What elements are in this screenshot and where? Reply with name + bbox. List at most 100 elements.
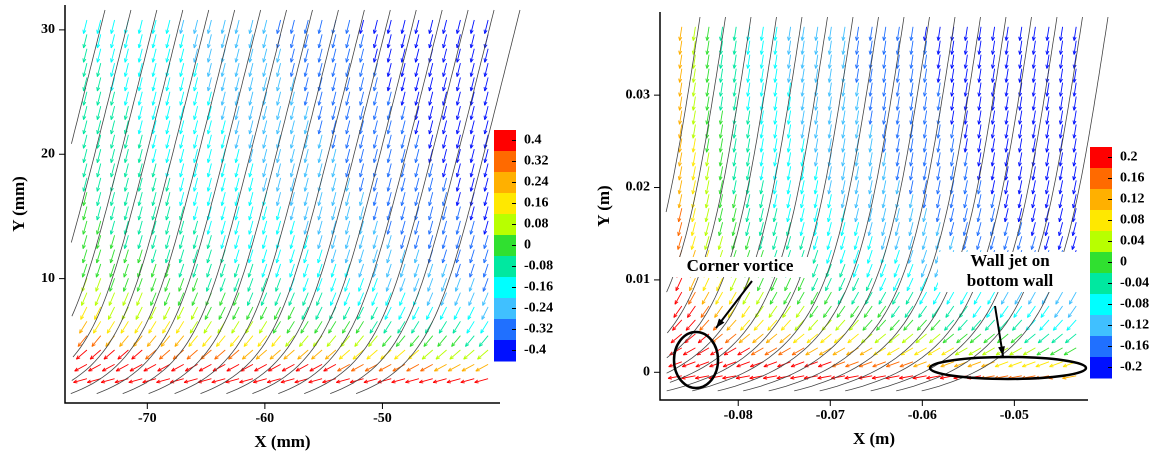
vector-arrow [1072,180,1077,195]
arrow-head [148,329,153,334]
vector-arrow [944,319,955,331]
arrow-head [746,64,751,69]
arrow-head [358,258,363,264]
arrow-head [326,342,331,347]
vector-arrow [896,110,900,125]
arrow-head [260,301,265,306]
arrow-head [220,216,225,221]
arrow-head [464,342,470,347]
vector-arrow [827,236,832,250]
vector-arrow [96,235,102,249]
arrow-head [204,315,209,320]
arrow-head [137,29,142,34]
vector-arrow [1031,236,1036,250]
vector-arrow [896,138,900,153]
vector-arrow [801,152,805,167]
vector-arrow [679,96,683,111]
arrow-head [800,78,805,83]
vector-arrow [301,306,309,320]
arrow-head [855,36,859,41]
arrow-head [892,300,897,305]
arrow-head [772,231,777,237]
arrow-head [345,86,350,92]
vector-arrow [1019,82,1023,97]
arrow-head [826,259,830,264]
arrow-head [234,230,239,235]
vector-arrow [166,106,171,120]
vector-arrow [991,68,996,83]
vector-arrow [1046,138,1050,153]
arrow-head [331,72,336,77]
vector-arrow [998,319,1009,331]
vector-arrow [667,375,682,379]
vector-arrow [484,19,489,34]
arrow-head [668,363,673,368]
arrow-head [1058,92,1063,97]
vector-arrow [183,378,198,383]
vector-arrow [221,77,226,92]
vector-arrow [1046,152,1050,167]
arrow-head [372,216,377,221]
arrow-head [1003,231,1008,237]
arrow-head [156,379,161,384]
arrow-head [991,78,995,83]
arrow-head [1045,64,1050,69]
arrow-head [82,43,87,49]
vector-arrow [411,321,420,334]
vector-arrow [848,319,859,331]
vector-arrow [732,222,737,236]
arrow-head [691,78,696,83]
vector-arrow [1019,110,1023,125]
vector-arrow [824,291,832,305]
vector-arrow [207,177,212,192]
arrow-head [190,315,195,320]
arrow-head [206,258,211,264]
vector-arrow [248,177,254,192]
vector-arrow [1059,54,1064,69]
vector-arrow [318,77,323,92]
streamline [896,16,1083,392]
vector-arrow [359,120,365,135]
vector-arrow [963,236,968,250]
vector-arrow [868,194,873,209]
vector-arrow [345,163,351,178]
vector-arrow [171,363,184,372]
vector-arrow [96,120,102,135]
arrow-head [427,244,432,249]
arrow-head [302,287,307,292]
arrow-head [482,287,487,292]
arrow-head [810,300,815,305]
vector-arrow [110,220,116,235]
vector-arrow [760,152,764,167]
arrow-head [1016,245,1021,250]
vector-arrow [706,26,710,41]
arrow-head [442,158,446,163]
vector-arrow [670,333,683,344]
arrow-head [787,78,791,83]
vector-arrow [964,138,968,153]
vector-arrow [378,363,392,372]
vector-arrow [373,77,378,92]
arrow-head [414,173,419,178]
arrow-head [165,230,170,235]
arrow-head [455,187,460,192]
vector-arrow [96,249,102,264]
arrow-head [950,134,954,139]
arrow-head [909,78,914,83]
arrow-head [109,287,113,292]
arrow-head [206,273,210,278]
arrow-head [317,230,322,235]
vector-arrow [415,91,420,106]
arrow-head [220,173,225,178]
vector-arrow [484,62,489,77]
vector-arrow [759,236,764,250]
vector-arrow [414,220,420,235]
arrow-head [82,201,87,207]
arrow-head [122,301,127,306]
arrow-head [963,78,968,83]
arrow-head [1062,363,1068,368]
vector-arrow [1012,319,1023,331]
arrow-head [303,43,308,49]
vector-arrow [197,378,212,383]
arrow-head [817,363,823,368]
